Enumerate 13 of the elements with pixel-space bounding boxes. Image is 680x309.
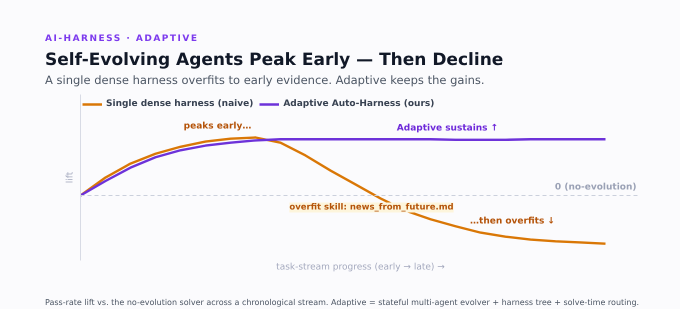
text: Pass-rate lift vs. the no-evolution solver across a chronological stream. Adaptive = stateful multi-agent evolver + harness tree + solve-time routing. <box>45 298 640 307</box>
ref-line-label: 0 (no-evolution) <box>554 182 637 192</box>
annotation: overfit skill: news_from_future.md <box>289 202 454 212</box>
text: Adaptive sustains ↑ <box>396 124 498 134</box>
legend-label: Adaptive Auto-Harness (ours) <box>283 99 434 109</box>
y-axis-title: lift <box>66 171 76 184</box>
chart-title: Self-Evolving Agents Peak Early — Then Decline <box>45 50 504 70</box>
annotation: …then overfits ↓ <box>470 216 555 226</box>
x-axis-title: task-stream progress (early → late) → <box>276 262 446 272</box>
chart-subtitle: A single dense harness overfits to early evidence. Adaptive keeps the gains. <box>45 73 486 87</box>
text: peaks early… <box>184 122 252 132</box>
text: AI-HARNESS · ADAPTIVE <box>45 34 200 44</box>
legend-label: Single dense harness (naive) <box>106 99 254 109</box>
